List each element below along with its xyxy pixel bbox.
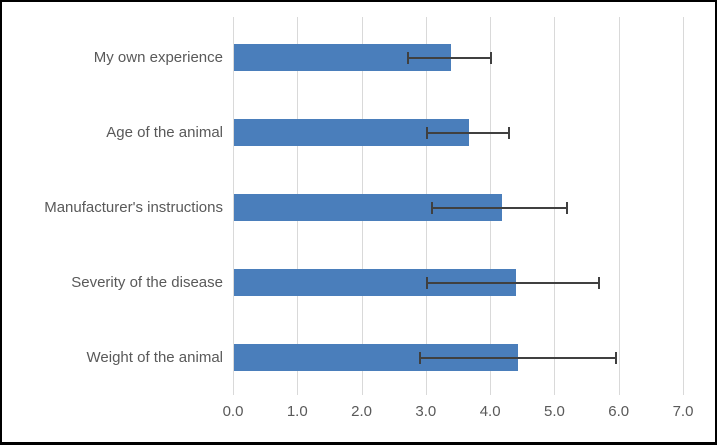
error-bar-cap bbox=[490, 51, 493, 64]
gridline bbox=[233, 17, 234, 395]
error-bar-cap bbox=[598, 276, 601, 289]
gridline bbox=[683, 17, 684, 395]
category-label: Age of the animal bbox=[106, 123, 223, 141]
gridline bbox=[554, 17, 556, 395]
x-tick-label: 0.0 bbox=[222, 403, 244, 420]
error-bar-cap bbox=[615, 351, 618, 364]
x-tick-label: 3.0 bbox=[415, 403, 437, 420]
error-bar-cap bbox=[430, 201, 433, 214]
error-bar-cap bbox=[508, 126, 511, 139]
x-tick-label: 2.0 bbox=[351, 403, 372, 420]
error-bar-line bbox=[426, 131, 510, 134]
error-bar-cap bbox=[419, 351, 422, 364]
error-bar-cap bbox=[426, 276, 429, 289]
error-bar-cap bbox=[565, 201, 568, 214]
error-bar-line bbox=[407, 56, 492, 59]
category-label: Weight of the animal bbox=[86, 348, 223, 366]
error-bar-cap bbox=[425, 126, 428, 139]
error-bar-line bbox=[420, 356, 617, 359]
x-tick-label: 7.0 bbox=[672, 403, 694, 420]
x-tick-label: 4.0 bbox=[479, 403, 501, 420]
error-bar-cap bbox=[406, 51, 409, 64]
x-tick-label: 5.0 bbox=[543, 403, 565, 420]
category-label: My own experience bbox=[93, 48, 223, 66]
category-label: Manufacturer's instructions bbox=[44, 198, 223, 216]
error-bar-line bbox=[427, 281, 600, 284]
error-bar-line bbox=[431, 206, 567, 209]
x-tick-label: 1.0 bbox=[286, 403, 308, 420]
gridline bbox=[618, 17, 620, 395]
x-tick-label: 6.0 bbox=[608, 403, 630, 420]
category-label: Severity of the disease bbox=[71, 273, 223, 291]
